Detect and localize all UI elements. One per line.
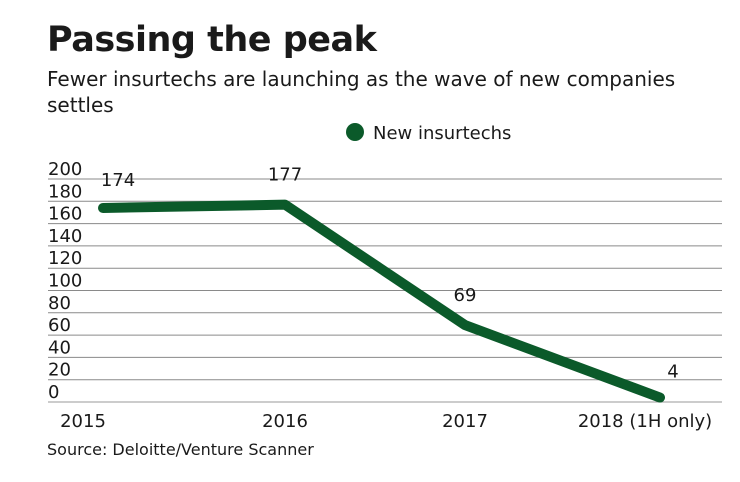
- y-tick-label-100: 100: [48, 271, 82, 292]
- y-tick-label-180: 180: [48, 181, 82, 202]
- y-tick-label-0: 0: [48, 382, 59, 403]
- data-point: [464, 324, 466, 327]
- data-label: 4: [667, 362, 678, 383]
- y-tick-label-20: 20: [48, 360, 71, 381]
- data-label: 174: [101, 170, 135, 191]
- source-note: Source: Deloitte/Venture Scanner: [47, 440, 314, 459]
- y-tick-label-160: 160: [48, 204, 82, 225]
- y-tick-label-140: 140: [48, 226, 82, 247]
- x-tick-label: 2018 (1H only): [578, 411, 712, 432]
- data-point: [284, 203, 286, 206]
- data-label: 69: [454, 285, 477, 306]
- chart-subtitle: Fewer insurtechs are launching as the wa…: [47, 67, 676, 117]
- data-point: [102, 206, 104, 209]
- y-tick-label-120: 120: [48, 248, 82, 269]
- y-tick-label-200: 200: [48, 159, 82, 180]
- series-line-new-insurtechs: [98, 199, 665, 403]
- x-tick-label: 2017: [442, 411, 488, 432]
- data-point: [659, 396, 661, 399]
- legend-marker: [346, 123, 364, 141]
- x-tick-label: 2016: [262, 411, 308, 432]
- legend-label: New insurtechs: [373, 123, 511, 144]
- chart-title: Passing the peak: [47, 20, 377, 60]
- x-tick-label: 2015: [60, 411, 106, 432]
- y-tick-label-80: 80: [48, 293, 71, 314]
- data-label: 177: [268, 165, 302, 186]
- y-tick-label-40: 40: [48, 337, 71, 358]
- y-tick-label-60: 60: [48, 315, 71, 336]
